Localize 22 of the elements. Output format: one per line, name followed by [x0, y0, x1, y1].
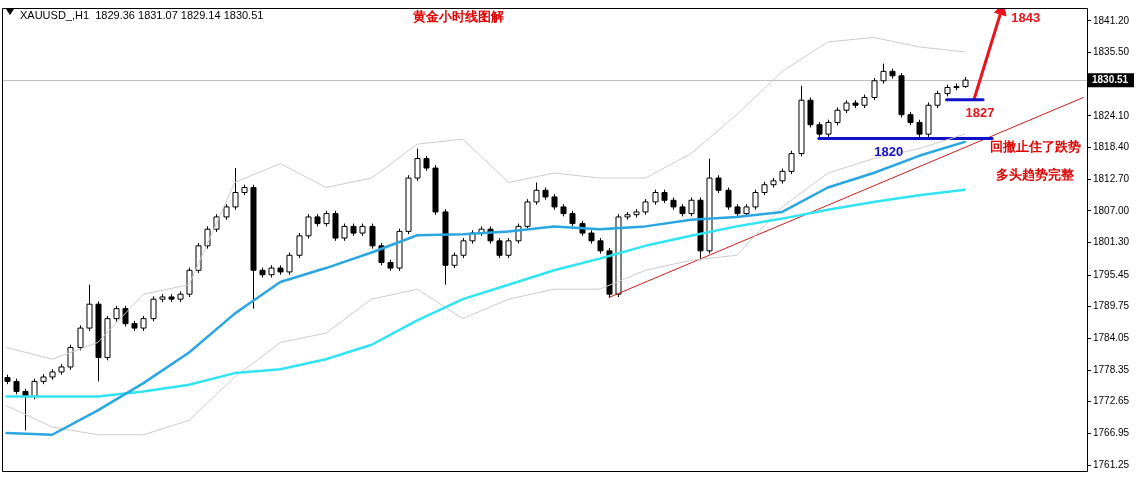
y-tick-label: 1841.20 [1093, 14, 1130, 26]
y-tick-label: 1795.45 [1093, 268, 1130, 280]
y-tick-label: 1807.00 [1093, 204, 1130, 216]
y-tick-label: 1835.50 [1093, 46, 1130, 58]
y-tick-label: 1789.75 [1093, 300, 1130, 312]
data-label: 1843 [1011, 10, 1041, 26]
chart-title: 黄金小时线图解 [411, 8, 504, 24]
annotation: XAUUSD_,H1 1829.36 1831.07 1829.14 1830.51 [20, 9, 264, 22]
y-tick-label: 1824.10 [1093, 109, 1130, 121]
y-tick-label: 1778.35 [1093, 363, 1130, 375]
annotation: 回撤止住了跌势 [989, 138, 1081, 154]
annotation: 多头趋势完整 [996, 166, 1075, 182]
y-tick-label: 1784.05 [1093, 332, 1130, 344]
y-tick-label: 1772.65 [1093, 395, 1130, 407]
y-tick-label: 1766.95 [1093, 427, 1130, 439]
data-label: 1827 [965, 105, 995, 121]
y-tick-label: 1818.40 [1093, 141, 1130, 153]
y-tick-label: 1801.30 [1093, 236, 1130, 248]
ref-line-label: 1830.51 [1092, 73, 1129, 85]
data-label: 1820 [874, 144, 904, 160]
y-tick-label: 1812.70 [1093, 172, 1130, 184]
y-tick-label: 1761.25 [1093, 458, 1130, 470]
